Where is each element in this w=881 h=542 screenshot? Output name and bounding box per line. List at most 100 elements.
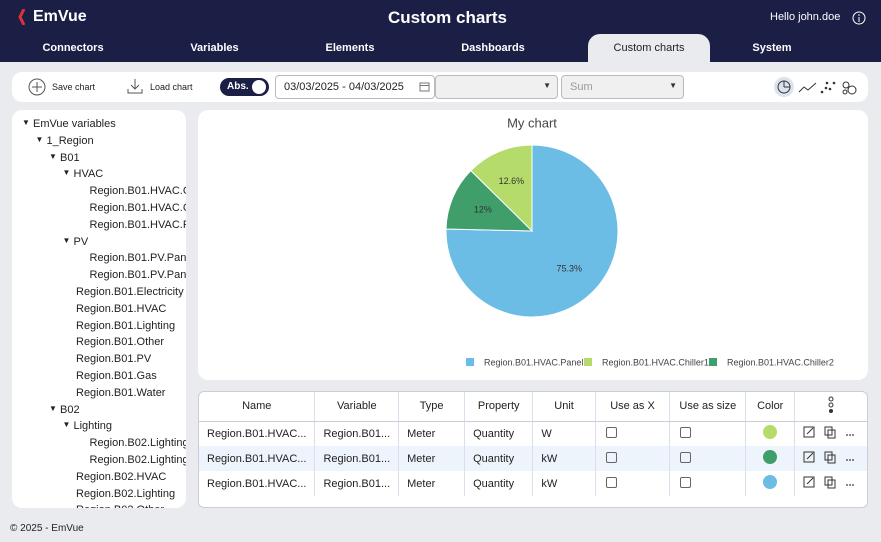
more[interactable] [846,434,854,437]
column-header: Variable [314,392,400,422]
save-icon[interactable] [28,78,46,96]
legend-marker[interactable] [584,358,592,366]
tree-leaf[interactable]: Region.B02.HVAC [76,470,167,483]
menu-header[interactable] [794,392,867,422]
tree-toggle[interactable]: ▼ [62,420,71,430]
color-dot[interactable] [763,450,778,464]
tree-leaf[interactable]: Region.B01.Gas [76,370,157,382]
checkbox-cell [595,421,671,446]
table-cell: Region.B01.HVAC... [199,446,316,471]
tree-leaf[interactable]: Region.B02.Lighting [76,487,176,500]
column-header: Unit [532,392,596,422]
checkbox[interactable] [680,451,692,463]
tree-leaf[interactable]: Region.B01.PV.Panel [89,269,187,282]
edit[interactable] [803,426,815,438]
checkbox[interactable] [680,476,692,488]
slice-label: 75.3% [556,264,582,274]
checkbox[interactable] [605,451,617,463]
nav-tab[interactable]: Connectors [42,42,104,54]
copy[interactable] [824,476,836,489]
table-cell: Region.B01... [314,471,400,496]
checkbox-cell [595,446,671,471]
tree-folder[interactable]: EmVue variables [33,118,116,130]
checkbox-cell [669,421,747,446]
tree-folder[interactable]: HVAC [73,168,104,181]
tree-toggle[interactable]: ▼ [22,118,30,127]
tree-leaf[interactable]: Region.B01.PV [76,353,152,366]
legend-label[interactable]: Region.B01.HVAC.Chiller1 [602,357,709,367]
tree-toggle[interactable]: ▼ [62,235,71,245]
table-cell: Quantity [464,421,534,446]
slice-label: 12.6% [499,176,525,186]
date-range: 03/03/2025 - 04/03/2025 [284,81,404,93]
load-button[interactable]: Load chart [150,82,193,92]
tree-leaf[interactable]: Region.B01.HVAC [76,302,167,315]
menu-icon[interactable] [827,395,835,415]
save-button[interactable]: Save chart [52,82,96,92]
table-cell: Meter [398,421,466,446]
edit[interactable] [803,476,815,488]
tree-folder[interactable]: PV [73,235,89,248]
info-icon[interactable] [852,11,866,25]
tree-folder[interactable]: B02 [60,403,80,416]
nav-tab[interactable]: Variables [190,42,239,54]
color-cell [745,471,795,496]
line-type[interactable] [798,82,817,93]
tree-leaf[interactable]: Region.B01.PV.Panel [89,252,187,265]
tree-folder[interactable]: Lighting [73,420,113,433]
tree-leaf[interactable]: Region.B02.Lighting [89,437,187,450]
legend-marker[interactable] [466,358,474,366]
table-cell: W [532,421,596,446]
tree-leaf[interactable]: Region.B01.Electricity [76,286,184,298]
nav-tab[interactable]: Dashboards [461,42,525,54]
tree-leaf[interactable]: Region.B02.Other [76,504,164,508]
tree-leaf[interactable]: Region.B01.HVAC.Ch [89,185,187,198]
tree-leaf[interactable]: Region.B01.HVAC.Pa [89,218,187,231]
nav-tab[interactable]: Elements [325,42,375,54]
more[interactable] [846,484,854,486]
pie-slice[interactable] [470,144,533,233]
tree-toggle[interactable]: ▼ [49,403,57,413]
aggregation-select[interactable]: Sum ▼ [561,75,684,99]
pie-type[interactable] [777,80,791,94]
more[interactable] [846,459,854,461]
actions-cell [794,421,867,446]
scatter-type[interactable] [820,81,836,94]
copy[interactable] [824,426,836,439]
tree-folder[interactable]: 1_Region [46,134,94,147]
tree-leaf[interactable]: Region.B01.Water [76,386,166,399]
tree-leaf[interactable]: Region.B01.Lighting [76,319,176,332]
tree-leaf[interactable]: Region.B02.Lighting [89,454,187,466]
tree-toggle[interactable]: ▼ [35,134,44,144]
legend-label[interactable]: Region.B01.HVAC.Chiller2 [727,357,834,367]
checkbox[interactable] [605,426,617,438]
pie-slice[interactable] [445,144,619,318]
checkbox[interactable] [605,476,617,488]
legend-label[interactable]: Region.B01.HVAC.Panel [484,357,583,367]
toggle[interactable]: Abs. [220,78,269,96]
legend-marker[interactable] [709,358,717,366]
bubble-type[interactable] [842,81,857,95]
tree-folder[interactable]: B01 [60,151,80,164]
copy[interactable] [824,451,836,464]
date-picker[interactable]: 03/03/2025 - 04/03/2025 [275,75,435,99]
color-dot[interactable] [763,425,778,440]
pie-chart: My chart 75.3% 12.6% 12% Region.B01.HVAC.Pa… [445,115,834,367]
edit[interactable] [803,451,815,463]
slice-label: 12% [474,205,492,215]
tree-toggle[interactable]: ▼ [49,151,57,161]
tree-toggle[interactable]: ▼ [62,168,71,178]
nav-tab[interactable]: System [752,42,792,54]
pie-slice[interactable] [445,169,534,232]
color-cell [745,446,795,471]
table-cell: Region.B01... [314,446,400,471]
load-icon[interactable] [126,77,144,95]
tree-leaf[interactable]: Region.B01.Other [76,336,165,349]
table-cell: Region.B01.HVAC... [199,421,316,446]
tree-leaf[interactable]: Region.B01.HVAC.Ch [89,202,187,214]
nav-tab[interactable]: Custom charts [588,34,710,62]
color-dot[interactable] [763,475,778,489]
variable-select[interactable]: ▼ [435,75,558,99]
checkbox[interactable] [680,426,692,438]
